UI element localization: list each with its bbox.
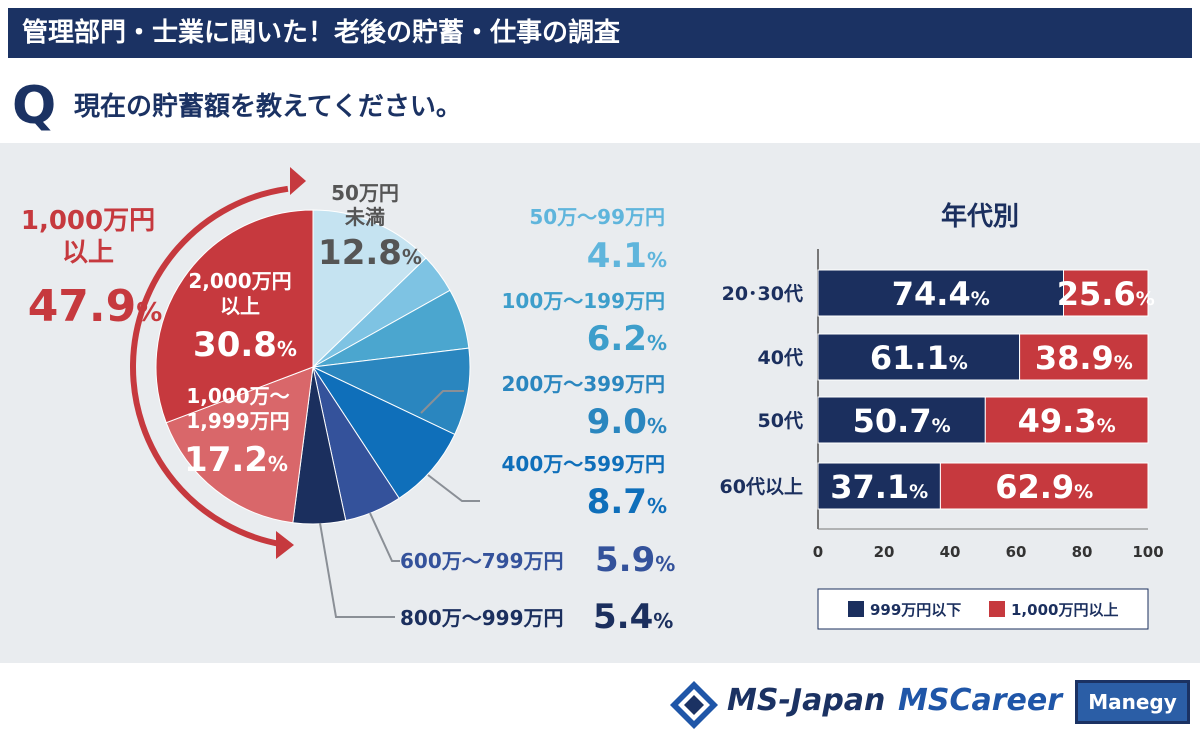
bar-value-0-1: 61.1% [870,339,968,377]
pie-value-3: 9.0% [587,402,667,442]
group-label-line2: 以上 [62,238,114,268]
bar-x-tick-0: 0 [813,543,823,561]
pie-slice-7 [165,366,314,524]
stacked-bar-chart: 年代別 20･30代 74.4% 25.6% 40代 61.1% 38.9% 50代 50.7%… [720,201,1164,630]
bar-category-label-2: 50代 [758,410,803,432]
group-label-line1: 1,000万円 [21,206,155,236]
pie-label-7-line2: 1,999万円 [186,409,289,433]
bar-x-tick-4: 80 [1072,543,1093,561]
bar-value-0-0: 74.4% [892,275,990,313]
pie-leader-5 [369,512,400,562]
pie-label-1: 50万～99万円 [529,205,665,229]
pie-label-0-line1: 50万円 [331,181,399,205]
pie-label-3: 200万～399万円 [502,372,666,396]
bar-category-label-0: 20･30代 [722,283,803,305]
bar-x-tick-1: 20 [874,543,895,561]
bar-segment-1-0 [1063,269,1149,317]
pie-slice-4 [311,365,456,499]
manegy-logo: Manegy [1075,680,1190,724]
question-letter: Q [12,76,57,136]
bar-legend-box [817,588,1149,630]
bar-segment-1-2 [984,396,1149,444]
bar-segment-0-3 [817,462,941,510]
legend-swatch-0 [848,601,864,617]
group-value: 47.9% [28,281,163,332]
legend-label-0: 999万円以下 [870,601,961,619]
ms-japan-logo-icon [670,681,718,729]
bar-value-1-0: 25.6% [1057,275,1155,313]
bar-segment-0-1 [817,333,1021,381]
bar-category-label-3: 60代以上 [720,476,803,498]
bar-x-tick-5: 100 [1132,543,1163,561]
pie-label-4: 400万～599万円 [502,452,666,476]
pie-label-8-line1: 2,000万円 [188,269,291,293]
pie-value-1: 4.1% [587,236,667,276]
pie-leader-4 [427,474,480,502]
pie-slice-8 [155,209,314,424]
pie-value-7: 17.2% [184,440,288,480]
pie-leader-6 [319,522,395,618]
bar-chart-title: 年代別 [941,201,1019,232]
pie-value-0: 12.8% [318,233,422,273]
pie-leader-1 [420,390,464,414]
pie-value-8: 30.8% [193,325,297,365]
chart-panel: 50万円 未満 12.8% 50万～99万円 4.1% 100万～199万円 6.2% 200… [0,143,1200,663]
page-header: 管理部門・士業に聞いた！老後の貯蓄・仕事の調査 [8,8,1192,58]
bar-value-1-2: 49.3% [1018,402,1116,440]
bar-value-1-3: 62.9% [995,468,1093,506]
pie-value-2: 6.2% [587,319,667,359]
pie-label-0-line2: 未満 [345,205,385,229]
pie-slice-0 [312,209,427,369]
pie-label-5: 600万～799万円 [400,549,564,573]
bar-x-tick-3: 60 [1006,543,1027,561]
bar-value-1-1: 38.9% [1035,339,1133,377]
ms-japan-logo: MS-Japan [727,683,886,718]
bar-value-0-2: 50.7% [853,402,951,440]
pie-value-6: 5.4% [593,597,673,637]
ms-career-logo: MSCareer [898,683,1063,718]
bar-segment-1-1 [1019,333,1149,381]
pie-label-7-line1: 1,000万～ [186,384,289,408]
bar-value-0-3: 37.1% [830,468,928,506]
group-arc-arrowhead-top [290,167,306,195]
pie-label-8-line2: 以上 [220,294,260,318]
group-arc-arrowhead-bottom [276,531,294,559]
question-text: 現在の貯蓄額を教えてください。 [74,92,462,122]
pie-label-6: 800万～999万円 [400,606,564,630]
group-arc [130,185,289,548]
pie-label-2: 100万～199万円 [502,289,666,313]
pie-value-4: 8.7% [587,482,667,522]
bar-x-tick-2: 40 [940,543,961,561]
pie-value-5: 5.9% [595,540,675,580]
legend-swatch-1 [989,601,1005,617]
pie-slice-3 [311,347,471,436]
bar-segment-1-3 [939,462,1149,510]
bar-category-label-1: 40代 [758,347,803,369]
legend-label-1: 1,000万円以上 [1011,601,1118,619]
header-title: 管理部門・士業に聞いた！老後の貯蓄・仕事の調査 [22,18,621,48]
